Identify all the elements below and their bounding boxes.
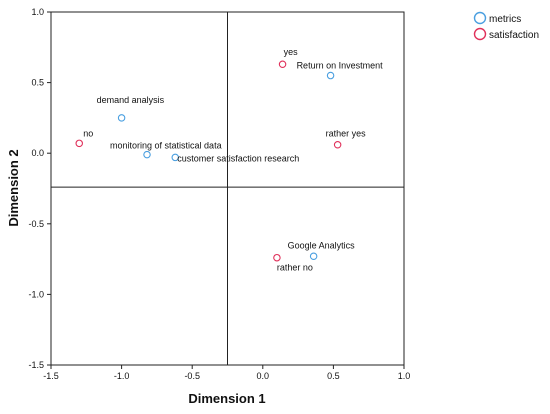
x-tick-label: 1.0 bbox=[398, 371, 411, 381]
y-tick-label: -1.5 bbox=[28, 360, 44, 370]
satisfaction-point-label: rather yes bbox=[326, 129, 367, 139]
metrics-point bbox=[117, 114, 126, 122]
metrics-point-label: Google Analytics bbox=[288, 240, 356, 250]
y-tick-label: 0.0 bbox=[31, 148, 44, 158]
metrics-point bbox=[171, 153, 180, 162]
satisfaction-point bbox=[273, 253, 281, 262]
satisfaction-point-label: yes bbox=[284, 47, 299, 57]
metrics-point bbox=[309, 252, 318, 261]
satisfaction-point-label: no bbox=[83, 128, 93, 138]
y-tick-label: 0.5 bbox=[31, 78, 44, 88]
metrics-point-label: Return on Investment bbox=[297, 61, 384, 71]
metrics-point bbox=[326, 71, 335, 80]
y-axis-title: Dimension 2 bbox=[6, 149, 21, 226]
metrics-point-label: demand analysis bbox=[97, 95, 165, 105]
x-tick-label: -1.5 bbox=[43, 371, 59, 381]
legend-label-satisfaction: satisfaction bbox=[489, 30, 539, 41]
metrics-point-label: monitoring of statistical data bbox=[110, 141, 222, 151]
satisfaction-point bbox=[278, 60, 287, 68]
legend: metrics satisfaction bbox=[473, 11, 539, 41]
x-axis-title: Dimension 1 bbox=[188, 391, 265, 406]
satisfaction-point bbox=[75, 139, 83, 148]
x-tick-label: -0.5 bbox=[184, 371, 200, 381]
legend-marker-metrics bbox=[473, 11, 487, 25]
legend-label-metrics: metrics bbox=[489, 14, 521, 25]
x-tick-label: 0.5 bbox=[327, 371, 340, 381]
x-tick-label: -1.0 bbox=[114, 371, 130, 381]
y-tick-label: 1.0 bbox=[31, 7, 44, 17]
satisfaction-point-label: rather no bbox=[277, 263, 313, 273]
satisfaction-point bbox=[333, 140, 342, 149]
x-tick-label: 0.0 bbox=[257, 371, 270, 381]
legend-marker-satisfaction bbox=[473, 27, 487, 41]
metrics-point bbox=[143, 150, 151, 159]
y-tick-label: -0.5 bbox=[28, 219, 44, 229]
metrics-point-label: customer satisfaction research bbox=[177, 153, 299, 163]
y-tick-label: -1.0 bbox=[28, 289, 44, 299]
